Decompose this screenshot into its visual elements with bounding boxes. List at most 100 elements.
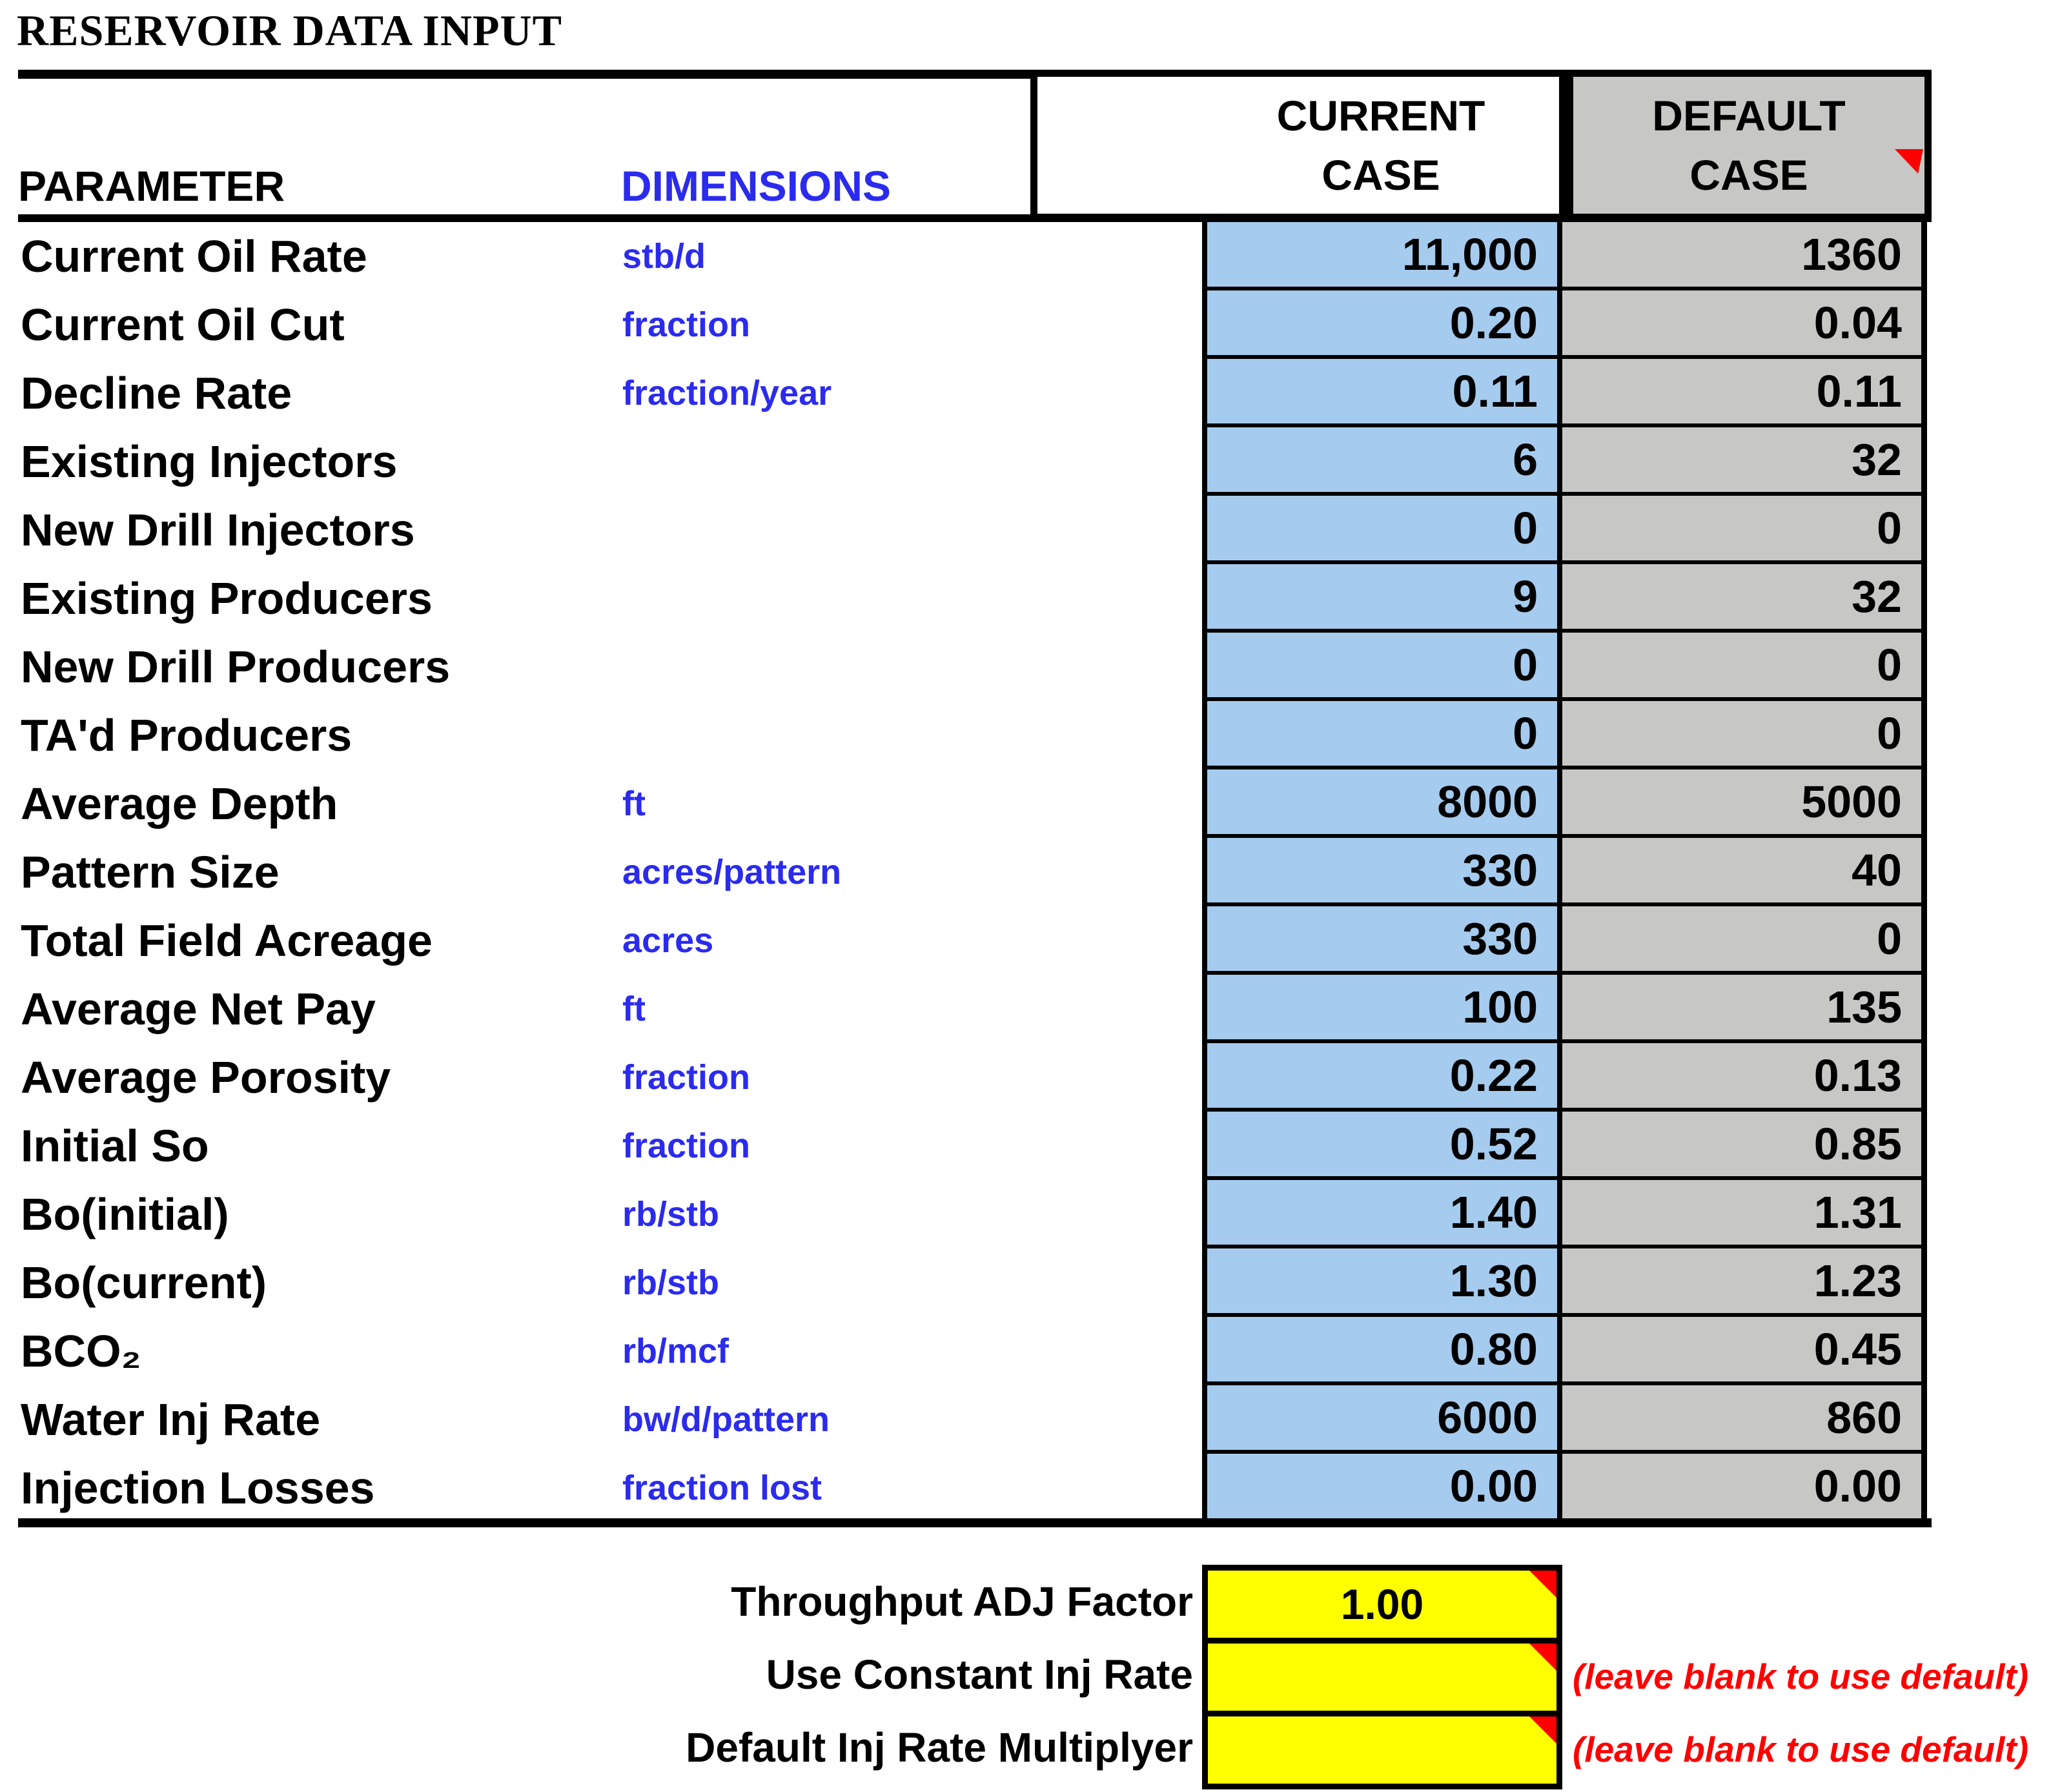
default-case-cell: 1360	[1562, 222, 1927, 290]
parameter-label: Average Depth	[21, 779, 338, 829]
parameter-label: Pattern Size	[21, 847, 280, 897]
footer-input-cell[interactable]: 1.00	[1208, 1571, 1556, 1638]
dimension-label: fraction	[622, 305, 751, 344]
table-row: 6000 860	[1202, 1385, 1927, 1454]
dimension-label: fraction/year	[622, 374, 832, 412]
default-case-cell: 0.11	[1562, 359, 1927, 427]
default-case-cell: 0.04	[1562, 290, 1927, 359]
dimension-label: bw/d/pattern	[622, 1400, 830, 1439]
dimension-label: ft	[622, 784, 646, 823]
current-case-cell[interactable]: 6	[1202, 427, 1562, 496]
current-case-cell[interactable]: 9	[1202, 564, 1562, 633]
table-row: BCO₂ rb/mcf	[18, 1317, 1199, 1385]
dimension-label: ft	[622, 990, 646, 1028]
current-case-cell[interactable]: 0	[1202, 633, 1562, 701]
current-case-cell[interactable]: 0.52	[1202, 1112, 1562, 1180]
default-case-cell: 0	[1562, 633, 1927, 701]
table-row: 0.52 0.85	[1202, 1112, 1927, 1180]
dimension-label: fraction lost	[622, 1469, 822, 1507]
parameter-label: Current Oil Rate	[21, 231, 367, 281]
dimension-label: acres	[622, 921, 714, 960]
table-row: 1.40 1.31	[1202, 1180, 1927, 1248]
table-row: Average Net Pay ft	[18, 975, 1199, 1043]
default-case-cell: 40	[1562, 838, 1927, 906]
parameter-label: Bo(initial)	[21, 1189, 229, 1239]
table-row: 0.80 0.45	[1202, 1317, 1927, 1385]
current-case-cell[interactable]: 0	[1202, 496, 1562, 564]
current-case-header-line2: CASE	[1321, 151, 1440, 199]
parameter-column: Current Oil Rate stb/d Current Oil Cut frac…	[18, 222, 1199, 1522]
table-row: TA'd Producers	[18, 701, 1199, 769]
default-case-cell: 860	[1562, 1385, 1927, 1454]
default-case-cell: 32	[1562, 427, 1927, 496]
current-case-cell[interactable]: 0.00	[1202, 1454, 1562, 1522]
column-header-parameter: PARAMETER	[18, 162, 285, 210]
current-case-cell[interactable]: 0.11	[1202, 359, 1562, 427]
current-case-cell[interactable]: 0.20	[1202, 290, 1562, 359]
current-case-cell[interactable]: 6000	[1202, 1385, 1562, 1454]
default-case-cell: 5000	[1562, 769, 1927, 838]
default-case-cell: 0.45	[1562, 1317, 1927, 1385]
dimension-label: fraction	[622, 1058, 751, 1097]
current-case-cell[interactable]: 100	[1202, 975, 1562, 1043]
column-header-default-case: DEFAULT CASE	[1566, 70, 1932, 221]
dimension-label: fraction	[622, 1126, 751, 1165]
current-case-cell[interactable]: 11,000	[1202, 222, 1562, 290]
current-case-cell[interactable]: 1.40	[1202, 1180, 1562, 1248]
table-row: 6 32	[1202, 427, 1927, 496]
parameter-label: Bo(current)	[21, 1257, 267, 1308]
dimension-label: stb/d	[622, 237, 706, 276]
comment-marker-icon	[1529, 1716, 1556, 1744]
column-header-dimensions: DIMENSIONS	[621, 162, 892, 210]
default-case-cell: 0.85	[1562, 1112, 1927, 1180]
dimension-label: rb/stb	[622, 1195, 720, 1234]
current-case-cell[interactable]: 330	[1202, 906, 1562, 975]
page-title: RESERVOIR DATA INPUT	[17, 6, 562, 55]
table-row: New Drill Producers	[18, 633, 1199, 701]
table-row: 8000 5000	[1202, 769, 1927, 838]
footer-input-value: 1.00	[1340, 1580, 1424, 1628]
current-case-cell[interactable]: 0.22	[1202, 1043, 1562, 1112]
dimension-label: rb/stb	[622, 1263, 720, 1302]
current-case-cell[interactable]: 8000	[1202, 769, 1562, 838]
table-row: 11,000 1360	[1202, 222, 1927, 290]
table-row: Current Oil Cut fraction	[18, 290, 1199, 359]
value-columns: 11,000 1360 0.20 0.04 0.11 0.11 6 32 0 0 9 32 0 0 0 0 80…	[1202, 222, 1927, 1522]
default-case-cell: 0	[1562, 496, 1927, 564]
divider	[18, 1518, 1932, 1527]
table-row: Injection Losses fraction lost	[18, 1454, 1199, 1522]
parameter-label: Total Field Acreage	[21, 915, 433, 966]
current-case-cell[interactable]: 330	[1202, 838, 1562, 906]
table-row: Decline Rate fraction/year	[18, 359, 1199, 427]
parameter-label: New Drill Producers	[21, 642, 451, 692]
table-row: Water Inj Rate bw/d/pattern	[18, 1385, 1199, 1454]
comment-marker-icon	[1529, 1644, 1556, 1671]
comment-marker-icon	[1529, 1571, 1556, 1598]
current-case-cell[interactable]: 0	[1202, 701, 1562, 769]
parameter-label: Decline Rate	[21, 368, 292, 418]
table-row: 0.00 0.00	[1202, 1454, 1927, 1522]
parameter-label: Water Inj Rate	[21, 1394, 321, 1445]
default-case-header-line1: DEFAULT	[1652, 91, 1846, 139]
default-case-cell: 0	[1562, 906, 1927, 975]
footer-row-label: Default Inj Rate Multiplyer	[686, 1724, 1193, 1771]
default-case-cell: 1.23	[1562, 1248, 1927, 1317]
footer-input-cell[interactable]	[1208, 1711, 1556, 1784]
parameter-label: Current Oil Cut	[21, 300, 345, 350]
table-row: Average Depth ft	[18, 769, 1199, 838]
table-row: Bo(current) rb/stb	[18, 1248, 1199, 1317]
current-case-header-line1: CURRENT	[1276, 91, 1485, 139]
table-row: Existing Producers	[18, 564, 1199, 633]
current-case-cell[interactable]: 1.30	[1202, 1248, 1562, 1317]
footer-labels: Throughput ADJ Factor Use Constant Inj Ra…	[0, 1565, 1193, 1784]
default-case-header-line2: CASE	[1689, 151, 1808, 199]
current-case-cell[interactable]: 0.80	[1202, 1317, 1562, 1385]
table-row: 0.22 0.13	[1202, 1043, 1927, 1112]
table-row: 330 40	[1202, 838, 1927, 906]
table-row: Average Porosity fraction	[18, 1043, 1199, 1112]
footer-input-cell[interactable]	[1208, 1638, 1556, 1711]
